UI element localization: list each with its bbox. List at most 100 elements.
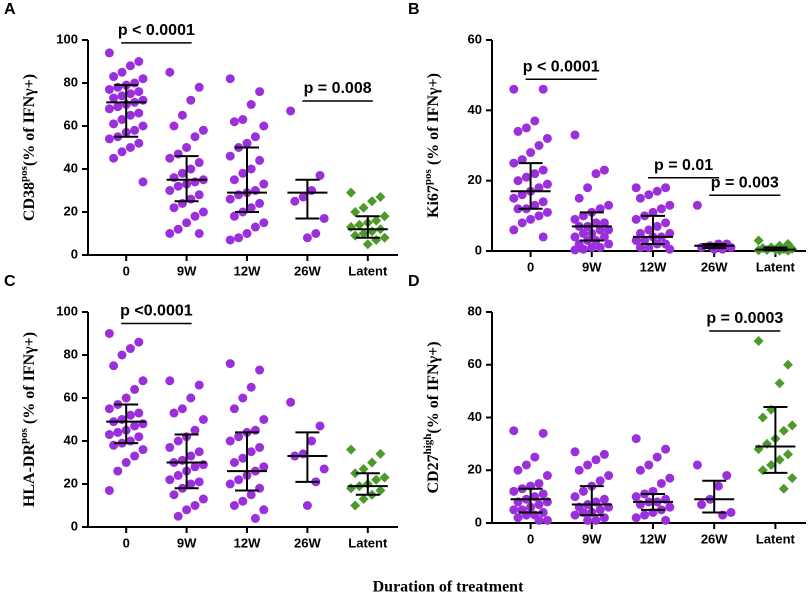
data-point: [229, 458, 239, 467]
x-tick-label: 26W: [701, 531, 728, 546]
data-point: [358, 228, 369, 239]
data-point: [190, 501, 200, 510]
data-point: [346, 483, 356, 494]
data-point: [242, 229, 252, 238]
data-point: [509, 426, 519, 436]
data-point: [255, 365, 265, 375]
x-tick-label: 9W: [582, 259, 602, 274]
data-point: [379, 472, 390, 483]
data-point: [656, 204, 666, 214]
data-point: [259, 415, 269, 424]
data-point: [173, 470, 183, 480]
data-point: [697, 500, 707, 510]
data-point: [513, 465, 523, 475]
data-point: [570, 232, 580, 242]
data-point: [591, 455, 601, 465]
data-point: [186, 164, 196, 174]
data-point: [190, 462, 200, 472]
p-value: p = 0.0003: [706, 310, 783, 327]
data-point: [109, 153, 119, 163]
data-point: [692, 200, 702, 210]
data-point: [631, 183, 641, 193]
data-point: [165, 153, 175, 163]
data-point: [652, 452, 662, 462]
y-tick-label: 60: [468, 31, 482, 46]
data-point: [583, 515, 593, 525]
data-point: [194, 477, 204, 487]
y-label-rest: (% of IFNγ+): [425, 73, 442, 169]
data-point: [354, 219, 365, 230]
y-label-main: Ki67: [425, 185, 442, 218]
y-tick-label: 100: [56, 31, 78, 46]
data-point: [513, 204, 523, 214]
data-point: [599, 218, 609, 228]
data-point: [238, 453, 248, 463]
data-point: [259, 179, 269, 189]
data-point: [130, 384, 140, 394]
data-point: [104, 329, 114, 338]
data-point: [134, 408, 144, 418]
data-point: [177, 110, 187, 120]
p-value: p = 0.008: [304, 80, 372, 97]
x-tick-label: 26W: [294, 263, 321, 278]
y-tick-label: 40: [64, 160, 78, 175]
data-point: [631, 513, 641, 523]
data-point: [186, 393, 196, 403]
y-label-sup: pos: [18, 427, 30, 444]
data-point: [225, 235, 235, 245]
data-point: [246, 100, 256, 109]
x-tick-label: 0: [123, 263, 130, 278]
data-point: [117, 115, 127, 125]
data-point: [229, 175, 239, 185]
data-point: [661, 515, 671, 525]
data-point: [371, 474, 382, 485]
data-point: [186, 95, 196, 105]
data-point: [194, 447, 204, 457]
data-point: [692, 460, 702, 470]
data-point: [238, 168, 248, 178]
data-point: [574, 465, 584, 475]
y-label-sup: high: [422, 434, 434, 455]
data-point: [570, 214, 580, 224]
x-tick-label: 12W: [234, 535, 261, 550]
data-point: [583, 460, 593, 470]
x-tick-label: 0: [123, 535, 130, 550]
x-tick-label: 0: [527, 259, 534, 274]
data-point: [250, 132, 260, 142]
data-point: [774, 454, 785, 465]
data-point: [255, 155, 265, 165]
p-value: p = 0.01: [654, 157, 713, 174]
data-point: [350, 207, 361, 217]
data-point: [104, 430, 114, 440]
data-point: [534, 500, 544, 510]
data-point: [661, 444, 671, 454]
data-point: [138, 376, 148, 386]
data-point: [570, 245, 580, 255]
data-point: [371, 215, 382, 226]
data-point: [753, 235, 764, 246]
y-tick-label: 20: [64, 203, 78, 218]
data-point: [350, 468, 361, 479]
data-point: [182, 218, 192, 228]
data-point: [538, 165, 548, 175]
data-point: [117, 350, 127, 360]
data-point: [521, 123, 531, 133]
data-point: [713, 481, 723, 491]
data-point: [104, 48, 114, 58]
data-point: [509, 486, 519, 496]
p-value: p = 0.003: [711, 175, 779, 192]
data-point: [173, 224, 183, 234]
data-point: [371, 234, 382, 245]
y-tick-label: 60: [468, 356, 482, 371]
data-point: [362, 239, 373, 250]
data-point: [635, 465, 645, 475]
data-point: [350, 230, 361, 241]
data-point: [604, 239, 614, 249]
panel-letter: D: [408, 273, 420, 290]
data-point: [190, 425, 200, 435]
data-point: [225, 479, 235, 489]
data-point: [259, 505, 269, 515]
data-point: [246, 164, 256, 174]
data-point: [234, 475, 244, 485]
data-point: [709, 244, 719, 254]
